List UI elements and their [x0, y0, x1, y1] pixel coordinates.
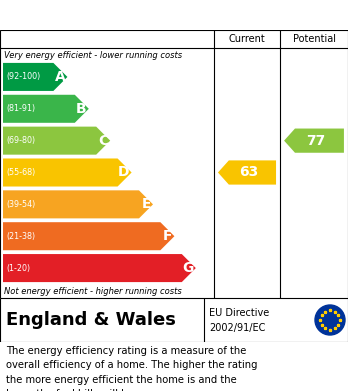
Polygon shape: [3, 158, 132, 187]
Text: (1-20): (1-20): [6, 264, 30, 273]
Polygon shape: [218, 160, 276, 185]
Polygon shape: [3, 190, 153, 219]
Polygon shape: [3, 127, 110, 155]
Circle shape: [315, 305, 345, 335]
Text: B: B: [76, 102, 87, 116]
Polygon shape: [284, 129, 344, 153]
Text: (81-91): (81-91): [6, 104, 35, 113]
Text: E: E: [142, 197, 151, 212]
Text: Very energy efficient - lower running costs: Very energy efficient - lower running co…: [4, 50, 182, 59]
Polygon shape: [3, 254, 196, 282]
Text: (39-54): (39-54): [6, 200, 35, 209]
Text: Energy Efficiency Rating: Energy Efficiency Rating: [8, 7, 210, 23]
Text: (55-68): (55-68): [6, 168, 35, 177]
Text: (69-80): (69-80): [6, 136, 35, 145]
Text: England & Wales: England & Wales: [6, 311, 176, 329]
Text: 2002/91/EC: 2002/91/EC: [209, 323, 266, 333]
Text: C: C: [98, 134, 108, 148]
Text: Current: Current: [229, 34, 266, 44]
Text: F: F: [163, 229, 172, 243]
Text: The energy efficiency rating is a measure of the
overall efficiency of a home. T: The energy efficiency rating is a measur…: [6, 346, 258, 391]
Text: 63: 63: [239, 165, 259, 179]
Text: G: G: [182, 261, 194, 275]
Text: (21-38): (21-38): [6, 232, 35, 241]
Text: (92-100): (92-100): [6, 72, 40, 81]
Polygon shape: [3, 95, 89, 123]
Polygon shape: [3, 222, 174, 250]
Text: A: A: [55, 70, 65, 84]
Text: 77: 77: [306, 134, 326, 148]
Text: Potential: Potential: [293, 34, 335, 44]
Text: D: D: [118, 165, 129, 179]
Polygon shape: [3, 63, 68, 91]
Text: EU Directive: EU Directive: [209, 308, 269, 318]
Text: Not energy efficient - higher running costs: Not energy efficient - higher running co…: [4, 287, 182, 296]
